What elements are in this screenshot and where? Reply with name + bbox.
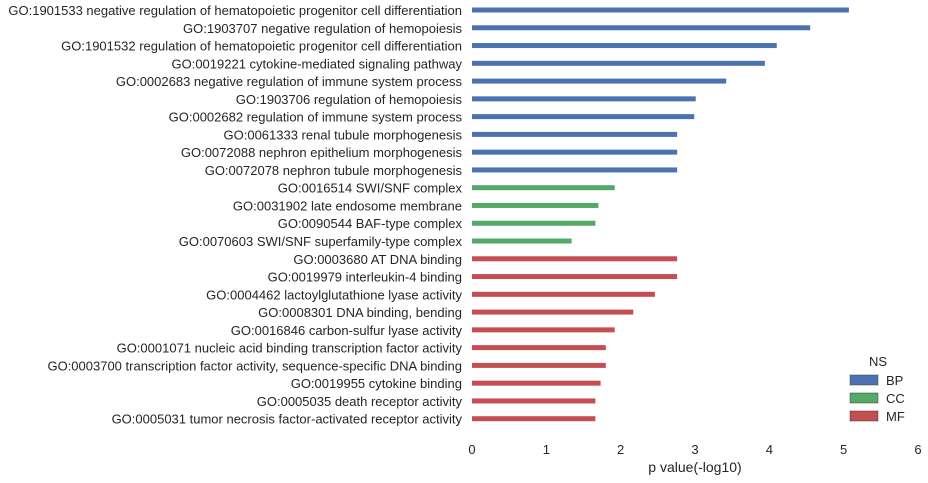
x-tick-label: 1 <box>543 442 550 457</box>
bar-bp <box>472 131 678 137</box>
bar-bp <box>472 149 678 155</box>
x-tick-label: 5 <box>840 442 847 457</box>
bar-mf <box>472 309 634 315</box>
category-label: GO:0002683 negative regulation of immune… <box>116 74 463 89</box>
category-label: GO:1901533 negative regulation of hemato… <box>8 3 462 18</box>
category-label: GO:0072078 nephron tubule morphogenesis <box>205 163 463 178</box>
x-tick-label: 4 <box>766 442 773 457</box>
legend-swatch-cc <box>849 392 879 404</box>
category-label: GO:0004462 lactoylglutathione lyase acti… <box>206 287 462 302</box>
bar-mf <box>472 274 678 280</box>
category-label: GO:0061333 renal tubule morphogenesis <box>224 127 463 142</box>
category-label: GO:0019221 cytokine-mediated signaling p… <box>171 56 462 71</box>
bar-bp <box>472 78 727 84</box>
category-label: GO:1901532 regulation of hematopoietic p… <box>61 39 462 54</box>
category-label: GO:0008301 DNA binding, bending <box>258 305 462 320</box>
category-label: GO:0016846 carbon-sulfur lyase activity <box>231 323 463 338</box>
bar-mf <box>472 327 615 333</box>
x-tick-label: 0 <box>468 442 475 457</box>
bar-mf <box>472 398 596 404</box>
legend-swatch-bp <box>849 374 879 386</box>
bar-bp <box>472 25 811 31</box>
category-label: GO:0031902 late endosome membrane <box>233 198 462 213</box>
category-label: GO:0019955 cytokine binding <box>291 376 462 391</box>
category-label: GO:0003700 transcription factor activity… <box>47 358 462 373</box>
bar-bp <box>472 167 678 173</box>
legend: NS BP CC MF <box>849 354 905 424</box>
bar-cc <box>472 238 572 244</box>
bar-mf <box>472 256 678 262</box>
x-tick-labels-group: 0 1 2 3 4 5 6 <box>468 442 921 457</box>
category-label: GO:0090544 BAF-type complex <box>278 216 463 231</box>
category-label: GO:0005031 tumor necrosis factor-activat… <box>112 412 463 427</box>
category-label: GO:0005035 death receptor activity <box>257 394 463 409</box>
bars-group <box>472 7 849 422</box>
bar-bp <box>472 114 695 120</box>
bar-mf <box>472 291 655 297</box>
bar-cc <box>472 202 599 208</box>
legend-title: NS <box>869 354 887 369</box>
x-tick-label: 2 <box>617 442 624 457</box>
x-tick-label: 6 <box>914 442 921 457</box>
category-label: GO:0003680 AT DNA binding <box>293 252 462 267</box>
category-label: GO:0070603 SWI/SNF superfamily-type comp… <box>179 234 463 249</box>
legend-label-cc: CC <box>886 391 905 406</box>
x-tick-label: 3 <box>691 442 698 457</box>
bar-cc <box>472 220 596 226</box>
bar-mf <box>472 362 606 368</box>
bar-cc <box>472 185 615 191</box>
legend-swatch-mf <box>849 410 879 422</box>
category-label: GO:1903707 negative regulation of hemopo… <box>183 21 462 36</box>
category-label: GO:0001071 nucleic acid binding transcri… <box>117 341 463 356</box>
category-labels-group: GO:1901533 negative regulation of hemato… <box>8 3 462 427</box>
x-axis-label: p value(-log10) <box>648 459 741 475</box>
category-label: GO:0016514 SWI/SNF complex <box>278 181 463 196</box>
bar-bp <box>472 7 849 13</box>
bar-mf <box>472 380 601 386</box>
bar-bp <box>472 43 777 49</box>
category-label: GO:1903706 regulation of hemopoiesis <box>236 92 463 107</box>
bar-mf <box>472 345 606 351</box>
bar-bp <box>472 60 765 66</box>
category-label: GO:0072088 nephron epithelium morphogene… <box>181 145 463 160</box>
category-label: GO:0019979 interleukin-4 binding <box>268 270 462 285</box>
category-label: GO:0002682 regulation of immune system p… <box>169 110 463 125</box>
legend-label-bp: BP <box>886 373 903 388</box>
bar-mf <box>472 416 596 422</box>
legend-label-mf: MF <box>886 409 905 424</box>
bar-bp <box>472 96 696 102</box>
